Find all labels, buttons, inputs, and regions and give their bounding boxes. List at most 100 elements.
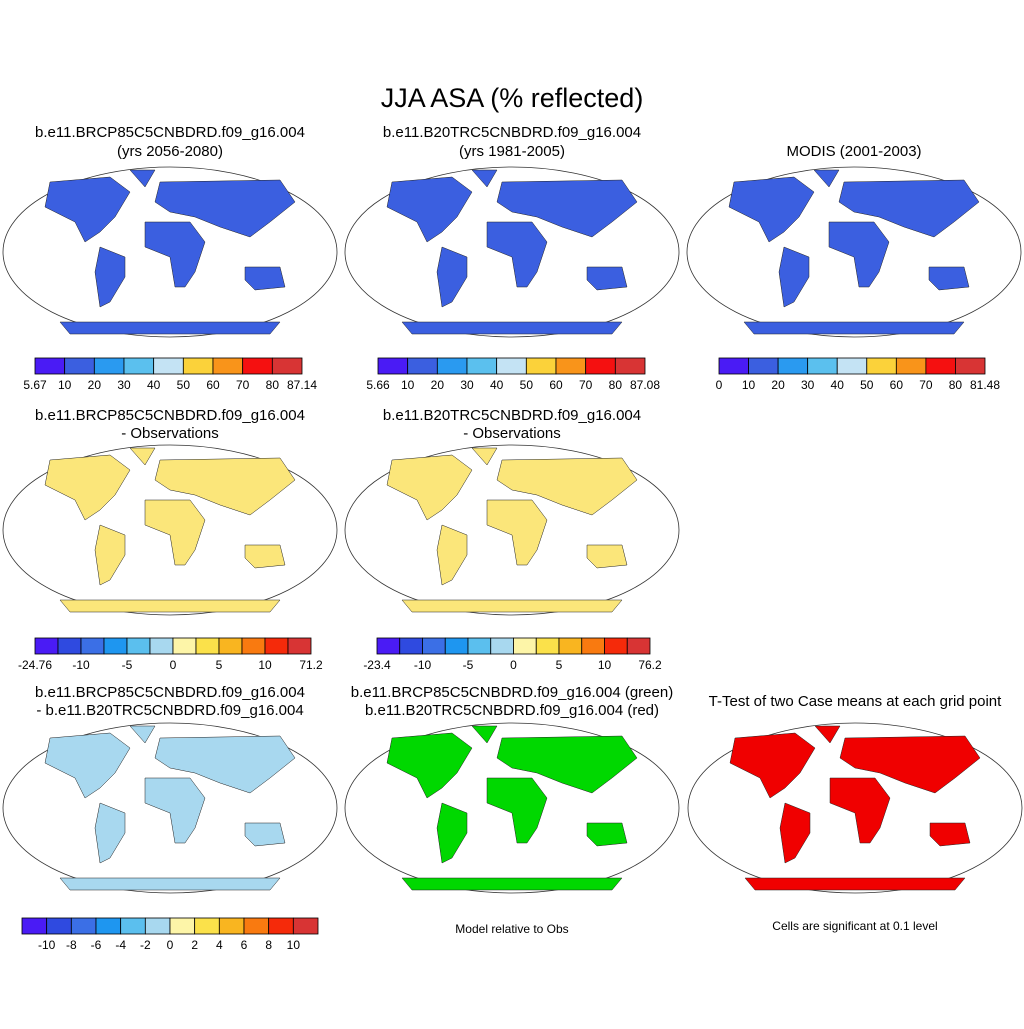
colorbar-label: -23.4: [363, 658, 391, 672]
colorbar-label: 0: [510, 658, 517, 672]
colorbar-box: [70, 917, 97, 935]
colorbar-label: 30: [801, 378, 815, 392]
colorbar-box: [243, 917, 270, 935]
colorbar-box: [241, 637, 266, 655]
colorbar-box: [807, 357, 838, 375]
colorbar-label: 30: [117, 378, 131, 392]
colorbar-box: [436, 357, 468, 375]
colorbar-box: [169, 917, 196, 935]
colorbar-label: 6: [241, 938, 248, 952]
panel-note: Cells are significant at 0.1 level: [772, 919, 937, 933]
panel-title: (yrs 2056-2080): [117, 143, 223, 160]
colorbar-box: [614, 357, 646, 375]
colorbar-label: 80: [266, 378, 280, 392]
colorbar-label: 60: [206, 378, 220, 392]
colorbar-label: 2: [191, 938, 198, 952]
colorbar-label: -4: [115, 938, 126, 952]
colorbar-label: -5: [463, 658, 474, 672]
colorbar-label: 40: [831, 378, 845, 392]
colorbar-label: 10: [258, 658, 272, 672]
panel-title: T-Test of two Case means at each grid po…: [709, 693, 1002, 710]
colorbar-label: 80: [949, 378, 963, 392]
colorbar-label: 0: [170, 658, 177, 672]
colorbar-label: 5: [216, 658, 223, 672]
colorbar-box: [34, 357, 66, 375]
colorbar-box: [144, 917, 171, 935]
colorbar-box: [555, 357, 587, 375]
colorbar-label: 20: [431, 378, 445, 392]
colorbar-box: [777, 357, 809, 375]
colorbar-label: 50: [860, 378, 874, 392]
colorbar-box: [292, 917, 319, 935]
colorbar-label: -8: [66, 938, 77, 952]
colorbar-box: [57, 637, 82, 655]
colorbar-label: 0: [167, 938, 174, 952]
colorbar-box: [626, 637, 651, 655]
colorbar-label: 10: [58, 378, 72, 392]
colorbar-box: [218, 917, 245, 935]
colorbar-label: 5.66: [366, 378, 390, 392]
colorbar-box: [103, 637, 128, 655]
colorbar-label: 87.08: [630, 378, 660, 392]
colorbar-box: [466, 357, 498, 375]
colorbar-label: 76.2: [638, 658, 662, 672]
colorbar-box: [422, 637, 446, 655]
colorbar-label: -24.76: [18, 658, 52, 672]
colorbar-label: 20: [88, 378, 102, 392]
colorbar-label: 70: [579, 378, 593, 392]
colorbar-label: 70: [919, 378, 933, 392]
colorbar-box: [535, 637, 560, 655]
colorbar-label: 80: [609, 378, 623, 392]
colorbar-box: [895, 357, 927, 375]
colorbar-label: 50: [520, 378, 534, 392]
panel-title: b.e11.BRCP85C5CNBDRD.f09_g16.004 (green): [351, 684, 673, 701]
colorbar-box: [80, 637, 105, 655]
panel-title: - b.e11.B20TRC5CNBDRD.f09_g16.004: [36, 702, 303, 719]
panel-title: b.e11.BRCP85C5CNBDRD.f09_g16.004: [35, 124, 305, 141]
panel-title: (yrs 1981-2005): [459, 143, 565, 160]
colorbar-box: [467, 637, 492, 655]
colorbar-box: [172, 637, 197, 655]
panel-title: - Observations: [463, 425, 561, 442]
colorbar-box: [34, 637, 59, 655]
colorbar-label: 60: [549, 378, 563, 392]
colorbar-box: [376, 637, 401, 655]
colorbar-box: [444, 637, 469, 655]
colorbar-box: [581, 637, 605, 655]
colorbar-label: 20: [771, 378, 785, 392]
colorbar-label: 5.67: [23, 378, 47, 392]
colorbar-label: 60: [890, 378, 904, 392]
panel-note: Model relative to Obs: [455, 922, 568, 936]
colorbar-label: -5: [122, 658, 133, 672]
colorbar-label: 10: [598, 658, 612, 672]
panel-title: b.e11.B20TRC5CNBDRD.f09_g16.004: [383, 407, 641, 424]
colorbar-box: [120, 917, 146, 935]
colorbar-label: -2: [140, 938, 151, 952]
colorbar-label: 8: [265, 938, 272, 952]
colorbar-box: [287, 637, 312, 655]
colorbar-box: [513, 637, 537, 655]
colorbar-box: [182, 357, 214, 375]
colorbar-label: -10: [38, 938, 56, 952]
colorbar-label: -10: [72, 658, 90, 672]
colorbar-box: [558, 637, 583, 655]
colorbar-box: [95, 917, 122, 935]
colorbar-label: 10: [742, 378, 756, 392]
colorbar-box: [490, 637, 514, 655]
colorbar-box: [126, 637, 151, 655]
colorbar-box: [718, 357, 749, 375]
colorbar-box: [925, 357, 956, 375]
colorbar-label: -10: [414, 658, 432, 672]
panel-title: MODIS (2001-2003): [786, 143, 921, 160]
colorbar-label: 10: [287, 938, 301, 952]
colorbar-label: 10: [401, 378, 415, 392]
figure-title: JJA ASA (% reflected): [381, 83, 644, 113]
colorbar-label: 30: [460, 378, 474, 392]
colorbar-box: [955, 357, 986, 375]
panel-title: b.e11.BRCP85C5CNBDRD.f09_g16.004: [35, 407, 305, 424]
colorbar-box: [836, 357, 868, 375]
panel-title: - Observations: [121, 425, 219, 442]
colorbar-label: 0: [716, 378, 723, 392]
colorbar-box: [212, 357, 244, 375]
